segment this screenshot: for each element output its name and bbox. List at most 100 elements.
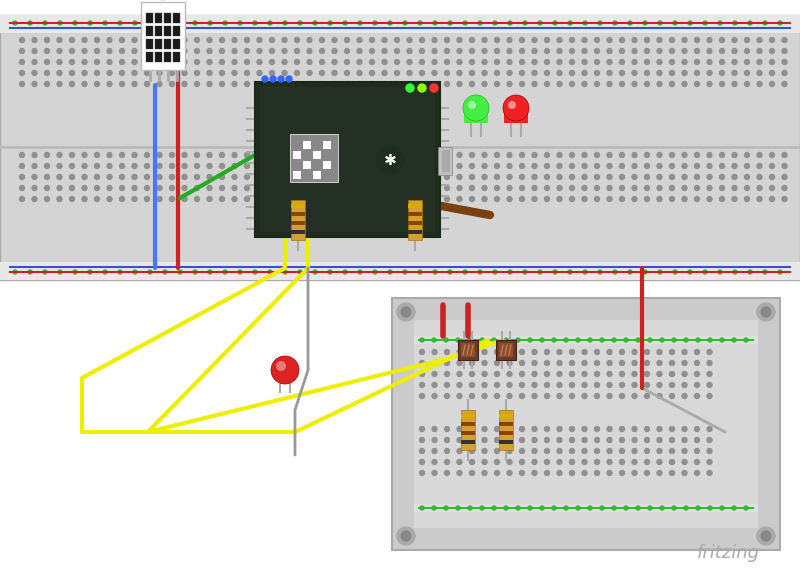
Circle shape xyxy=(657,60,662,64)
Circle shape xyxy=(328,270,332,274)
Circle shape xyxy=(694,48,699,53)
Circle shape xyxy=(528,506,532,510)
Circle shape xyxy=(532,196,537,201)
Circle shape xyxy=(594,372,599,377)
Circle shape xyxy=(170,48,174,53)
Circle shape xyxy=(782,185,787,191)
Bar xyxy=(504,111,528,123)
Circle shape xyxy=(657,349,662,354)
Circle shape xyxy=(707,382,712,387)
Bar xyxy=(260,87,435,232)
Circle shape xyxy=(545,438,550,443)
Circle shape xyxy=(657,471,662,476)
Circle shape xyxy=(107,38,112,43)
Circle shape xyxy=(619,196,625,201)
Circle shape xyxy=(482,81,487,86)
Circle shape xyxy=(582,152,587,158)
Circle shape xyxy=(232,175,237,179)
Circle shape xyxy=(282,163,287,168)
Circle shape xyxy=(719,185,725,191)
Circle shape xyxy=(532,175,537,179)
Circle shape xyxy=(607,185,612,191)
Circle shape xyxy=(657,460,662,464)
Circle shape xyxy=(257,81,262,86)
Circle shape xyxy=(532,382,537,387)
Circle shape xyxy=(345,71,350,76)
Circle shape xyxy=(223,21,227,25)
Circle shape xyxy=(194,185,199,191)
Circle shape xyxy=(682,185,687,191)
Circle shape xyxy=(545,71,550,76)
Circle shape xyxy=(57,71,62,76)
Circle shape xyxy=(157,48,162,53)
Circle shape xyxy=(430,84,438,92)
Circle shape xyxy=(545,460,550,464)
Circle shape xyxy=(294,196,299,201)
Circle shape xyxy=(270,71,274,76)
Circle shape xyxy=(582,382,587,387)
Circle shape xyxy=(394,81,399,86)
Circle shape xyxy=(576,506,580,510)
Circle shape xyxy=(245,38,250,43)
Bar xyxy=(293,151,301,159)
Circle shape xyxy=(732,185,737,191)
Bar xyxy=(255,82,440,237)
Circle shape xyxy=(670,394,674,398)
Circle shape xyxy=(470,196,474,201)
Circle shape xyxy=(445,196,450,201)
Circle shape xyxy=(482,185,487,191)
Circle shape xyxy=(570,152,574,158)
Circle shape xyxy=(382,185,387,191)
Circle shape xyxy=(532,71,537,76)
Circle shape xyxy=(407,71,412,76)
Circle shape xyxy=(43,270,47,274)
Bar xyxy=(392,298,780,550)
Circle shape xyxy=(445,438,450,443)
Circle shape xyxy=(508,21,512,25)
Circle shape xyxy=(619,394,625,398)
Circle shape xyxy=(507,175,512,179)
Circle shape xyxy=(519,60,525,64)
Circle shape xyxy=(470,448,474,453)
Circle shape xyxy=(94,71,99,76)
Circle shape xyxy=(494,196,499,201)
Circle shape xyxy=(457,448,462,453)
Circle shape xyxy=(732,163,737,168)
Circle shape xyxy=(32,48,37,53)
Circle shape xyxy=(182,196,187,201)
Circle shape xyxy=(294,152,299,158)
Circle shape xyxy=(232,60,237,64)
Bar xyxy=(146,13,153,23)
Circle shape xyxy=(532,460,537,464)
Circle shape xyxy=(118,21,122,25)
Circle shape xyxy=(394,60,399,64)
Circle shape xyxy=(545,394,550,398)
Circle shape xyxy=(632,81,637,86)
Circle shape xyxy=(457,185,462,191)
Circle shape xyxy=(532,81,537,86)
Circle shape xyxy=(419,460,425,464)
Circle shape xyxy=(696,338,700,342)
Circle shape xyxy=(170,196,174,201)
Circle shape xyxy=(694,382,699,387)
Circle shape xyxy=(94,196,99,201)
Circle shape xyxy=(745,81,750,86)
Circle shape xyxy=(594,175,599,179)
Circle shape xyxy=(770,196,774,201)
Circle shape xyxy=(670,60,674,64)
Circle shape xyxy=(594,163,599,168)
Circle shape xyxy=(268,21,272,25)
Circle shape xyxy=(43,21,47,25)
Circle shape xyxy=(370,152,374,158)
Circle shape xyxy=(570,460,574,464)
Circle shape xyxy=(504,338,508,342)
Circle shape xyxy=(570,71,574,76)
Circle shape xyxy=(519,163,525,168)
Circle shape xyxy=(268,270,272,274)
Circle shape xyxy=(119,175,125,179)
Circle shape xyxy=(257,38,262,43)
Circle shape xyxy=(345,185,350,191)
Circle shape xyxy=(494,372,499,377)
Circle shape xyxy=(70,163,74,168)
Circle shape xyxy=(545,152,550,158)
